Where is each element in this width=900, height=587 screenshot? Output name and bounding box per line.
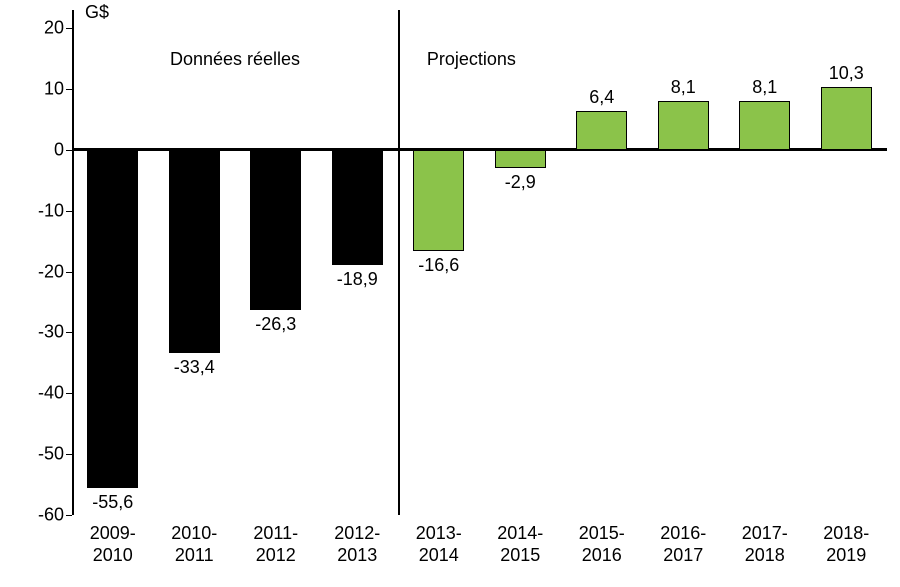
y-tick-mark	[66, 150, 72, 151]
budget-balance-chart: G$ -60-50-40-30-20-1001020 -55,6-33,4-26…	[0, 0, 900, 587]
bar-value-label: 10,3	[829, 63, 864, 84]
bar	[658, 101, 709, 150]
bar	[332, 150, 383, 265]
y-tick-label: -60	[38, 505, 64, 526]
bar	[576, 111, 627, 150]
y-tick-label: -20	[38, 261, 64, 282]
x-category-label: 2011- 2012	[253, 523, 298, 566]
projection-divider	[398, 10, 400, 515]
y-tick-mark	[66, 89, 72, 90]
y-tick-label: -30	[38, 322, 64, 343]
x-category-label: 2009- 2010	[90, 523, 136, 566]
bar-value-label: -55,6	[92, 492, 133, 513]
x-category-label: 2013- 2014	[416, 523, 462, 566]
x-category-label: 2010- 2011	[171, 523, 217, 566]
x-category-label: 2014- 2015	[497, 523, 543, 566]
y-tick-mark	[66, 28, 72, 29]
bar	[250, 150, 301, 310]
section-label: Projections	[427, 49, 516, 70]
bar	[821, 87, 872, 150]
y-tick-label: -10	[38, 200, 64, 221]
bar-value-label: 8,1	[752, 77, 777, 98]
y-tick-mark	[66, 393, 72, 394]
bar-value-label: -2,9	[505, 172, 536, 193]
bar	[739, 101, 790, 150]
x-category-label: 2017- 2018	[742, 523, 788, 566]
bar-value-label: -33,4	[174, 357, 215, 378]
y-tick-label: -50	[38, 444, 64, 465]
x-category-label: 2012- 2013	[334, 523, 380, 566]
bar	[413, 150, 464, 251]
section-label: Données réelles	[170, 49, 300, 70]
y-tick-label: 20	[44, 18, 64, 39]
y-axis-line	[72, 10, 74, 515]
x-category-label: 2016- 2017	[660, 523, 706, 566]
y-tick-mark	[66, 211, 72, 212]
bar-value-label: -16,6	[418, 255, 459, 276]
y-tick-mark	[66, 272, 72, 273]
bar-value-label: -18,9	[337, 269, 378, 290]
bar-value-label: 6,4	[589, 87, 614, 108]
bar	[495, 150, 546, 168]
bar	[87, 150, 138, 488]
x-category-label: 2015- 2016	[579, 523, 625, 566]
bar-value-label: 8,1	[671, 77, 696, 98]
y-tick-mark	[66, 515, 72, 516]
y-tick-mark	[66, 454, 72, 455]
x-category-label: 2018- 2019	[823, 523, 869, 566]
plot-area: -55,6 -33,4 -26,3 -18,9 -16,6 -2,9 6,4 8,1 8,1 10…	[72, 10, 887, 515]
y-tick-mark	[66, 332, 72, 333]
bar	[169, 150, 220, 353]
y-tick-label: -40	[38, 383, 64, 404]
y-tick-label: 10	[44, 79, 64, 100]
bar-value-label: -26,3	[255, 314, 296, 335]
y-tick-label: 0	[54, 139, 64, 160]
